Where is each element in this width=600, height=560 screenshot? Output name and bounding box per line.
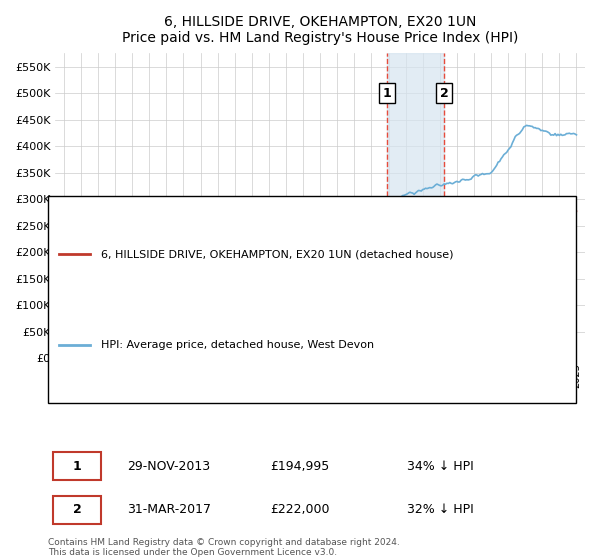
Text: Contains HM Land Registry data © Crown copyright and database right 2024.
This d: Contains HM Land Registry data © Crown c…: [48, 538, 400, 557]
Text: 34% ↓ HPI: 34% ↓ HPI: [407, 460, 474, 473]
FancyBboxPatch shape: [53, 496, 101, 524]
Text: £194,995: £194,995: [270, 460, 329, 473]
Text: 1: 1: [73, 460, 82, 473]
Text: 6, HILLSIDE DRIVE, OKEHAMPTON, EX20 1UN (detached house): 6, HILLSIDE DRIVE, OKEHAMPTON, EX20 1UN …: [101, 249, 454, 259]
Text: 1: 1: [383, 87, 391, 100]
Text: HPI: Average price, detached house, West Devon: HPI: Average price, detached house, West…: [101, 340, 374, 350]
Text: £222,000: £222,000: [270, 503, 329, 516]
Text: 29-NOV-2013: 29-NOV-2013: [127, 460, 211, 473]
Text: 31-MAR-2017: 31-MAR-2017: [127, 503, 211, 516]
Text: 2: 2: [440, 87, 448, 100]
FancyBboxPatch shape: [48, 196, 576, 403]
Text: 2: 2: [73, 503, 82, 516]
FancyBboxPatch shape: [53, 452, 101, 480]
Text: 32% ↓ HPI: 32% ↓ HPI: [407, 503, 474, 516]
Title: 6, HILLSIDE DRIVE, OKEHAMPTON, EX20 1UN
Price paid vs. HM Land Registry's House : 6, HILLSIDE DRIVE, OKEHAMPTON, EX20 1UN …: [122, 15, 518, 45]
